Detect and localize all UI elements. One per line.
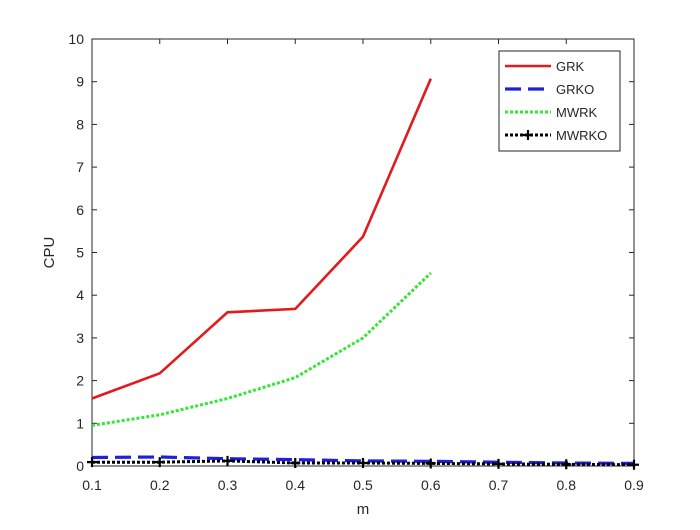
data-point: [561, 459, 572, 470]
data-point: [154, 457, 165, 468]
x-tick-label: 0.9: [624, 477, 644, 493]
y-tick-label: 4: [76, 287, 84, 303]
y-tick-label: 9: [76, 74, 84, 90]
data-point: [87, 457, 97, 468]
data-point: [222, 455, 233, 466]
legend-marker: [523, 130, 533, 140]
y-tick-label: 8: [76, 116, 84, 132]
x-tick-label: 0.7: [489, 477, 509, 493]
series-mwrk: [91, 271, 432, 427]
legend-label: MWRKO: [556, 128, 607, 143]
y-axis-label: CPU: [41, 237, 58, 269]
data-point: [358, 458, 368, 469]
legend-label: GRK: [556, 59, 585, 74]
x-tick-label: 0.2: [150, 477, 170, 493]
legend-item: MWRKO: [505, 128, 607, 143]
y-tick-label: 1: [76, 415, 84, 431]
legend-item: GRK: [505, 59, 585, 74]
data-point: [425, 458, 436, 469]
y-tick-label: 3: [76, 330, 84, 346]
y-tick-label: 5: [76, 245, 84, 261]
y-tick-label: 10: [68, 31, 84, 47]
data-point: [493, 458, 504, 469]
series-grk: [91, 78, 432, 400]
x-axis-label: m: [357, 501, 370, 518]
data-point: [629, 459, 639, 470]
y-tick-label: 6: [76, 202, 84, 218]
x-tick-label: 0.3: [218, 477, 238, 493]
data-point: [290, 458, 301, 469]
x-tick-label: 0.1: [82, 477, 102, 493]
legend: GRK GRKO MWRK MWRKO: [498, 50, 621, 152]
series-line: [91, 271, 432, 427]
x-tick-label: 0.5: [353, 477, 373, 493]
y-tick-label: 2: [76, 373, 84, 389]
y-axis: 0 1 2 3 4 5 6 7 8 9 10: [68, 31, 634, 474]
legend-item: MWRK: [505, 105, 597, 120]
x-tick-label: 0.8: [557, 477, 577, 493]
legend-box: [498, 50, 621, 152]
legend-label: MWRK: [556, 105, 597, 120]
legend-item: GRKO: [505, 82, 594, 97]
series-line: [91, 78, 432, 400]
x-tick-label: 0.4: [286, 477, 306, 493]
y-tick-label: 0: [76, 458, 84, 474]
y-tick-label: 7: [76, 159, 84, 175]
legend-label: GRKO: [556, 82, 594, 97]
series-mwrko: [87, 455, 639, 470]
x-tick-label: 0.6: [421, 477, 441, 493]
